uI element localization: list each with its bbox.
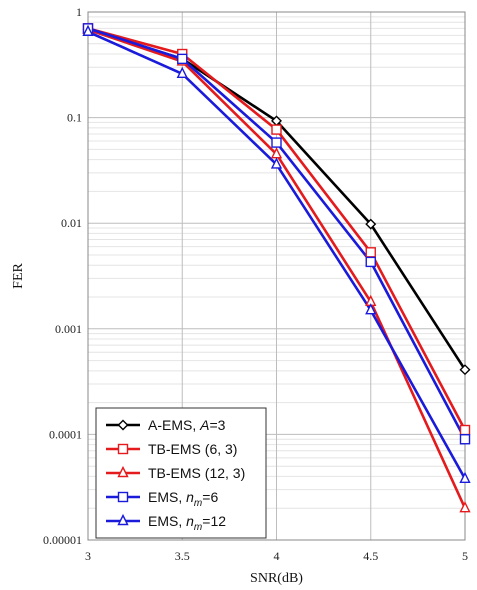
data-point xyxy=(459,424,471,436)
tick-labels: 0.00001 0.0001 0.001 0.01 0.1 1 3 3.5 4 4.5 5 xyxy=(43,5,468,563)
data-point xyxy=(82,24,94,36)
data-point xyxy=(365,256,376,268)
legend-marker xyxy=(117,513,129,526)
series-layer xyxy=(82,22,471,513)
y-tick-label: 0.1 xyxy=(67,111,82,125)
data-point xyxy=(271,137,282,148)
legend-label: A-EMS, A=3 xyxy=(148,417,226,433)
legend-label: TB-EMS (6, 3) xyxy=(148,441,237,457)
x-tick-label: 5 xyxy=(462,549,468,563)
legend-marker xyxy=(117,443,129,455)
y-tick-label: 0.01 xyxy=(61,216,82,230)
legend-marker xyxy=(117,491,129,503)
data-point xyxy=(177,53,188,65)
data-point xyxy=(270,157,283,169)
x-tick-label: 3 xyxy=(85,549,91,563)
y-tick-label: 0.0001 xyxy=(49,427,82,441)
legend-label: EMS, nm=12 xyxy=(148,513,226,533)
y-tick-label: 1 xyxy=(76,5,82,19)
plot-frame xyxy=(87,11,466,541)
data-point xyxy=(365,303,377,315)
x-tick-label: 3.5 xyxy=(175,549,190,563)
legend-entry: EMS, nm=6 xyxy=(106,489,218,509)
data-point xyxy=(459,364,471,376)
legend-entry: EMS, nm=12 xyxy=(106,513,226,533)
y-tick-label: 0.00001 xyxy=(43,533,82,547)
data-point xyxy=(459,471,471,483)
legend-entry: TB-EMS (12, 3) xyxy=(106,465,245,481)
y-tick-label: 0.001 xyxy=(55,322,82,336)
legend-label: EMS, nm=6 xyxy=(148,489,218,509)
data-point xyxy=(459,434,471,445)
legend-entry: A-EMS, A=3 xyxy=(106,417,226,433)
legend-label: TB-EMS (12, 3) xyxy=(148,465,245,481)
legend-marker xyxy=(117,419,129,431)
data-point xyxy=(176,66,188,78)
x-tick-label: 4 xyxy=(274,549,280,563)
data-point xyxy=(271,124,282,135)
data-point xyxy=(365,218,377,230)
legend-marker xyxy=(117,465,129,478)
legend: A-EMS, A=3 TB-EMS (6, 3) TB-EMS (12, 3) EMS… xyxy=(95,407,267,539)
data-point xyxy=(459,501,471,513)
legend-entry: TB-EMS (6, 3) xyxy=(106,441,237,457)
series-5-markers xyxy=(82,24,471,483)
x-axis-label: SNR(dB) xyxy=(250,571,303,586)
data-point xyxy=(365,247,376,258)
y-axis-label: FER xyxy=(11,263,26,289)
x-tick-label: 4.5 xyxy=(363,549,378,563)
